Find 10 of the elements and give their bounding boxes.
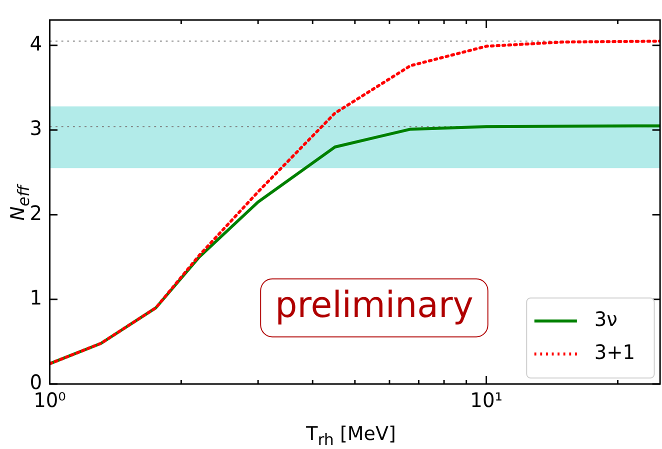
legend-label: 3+1 (594, 340, 636, 364)
annotation: preliminary (275, 284, 474, 326)
x-tick-label: 10¹ (470, 388, 503, 412)
legend-label: 3ν (594, 308, 618, 332)
y-tick-label: 4 (30, 32, 42, 56)
x-axis-title: T$_{rh}$ [MeV] (305, 423, 397, 449)
y-tick-label: 3 (30, 116, 42, 140)
y-tick-label: 1 (30, 286, 42, 310)
y-tick-label: 2 (30, 202, 42, 225)
x-tick-label: 10⁰ (34, 388, 66, 412)
